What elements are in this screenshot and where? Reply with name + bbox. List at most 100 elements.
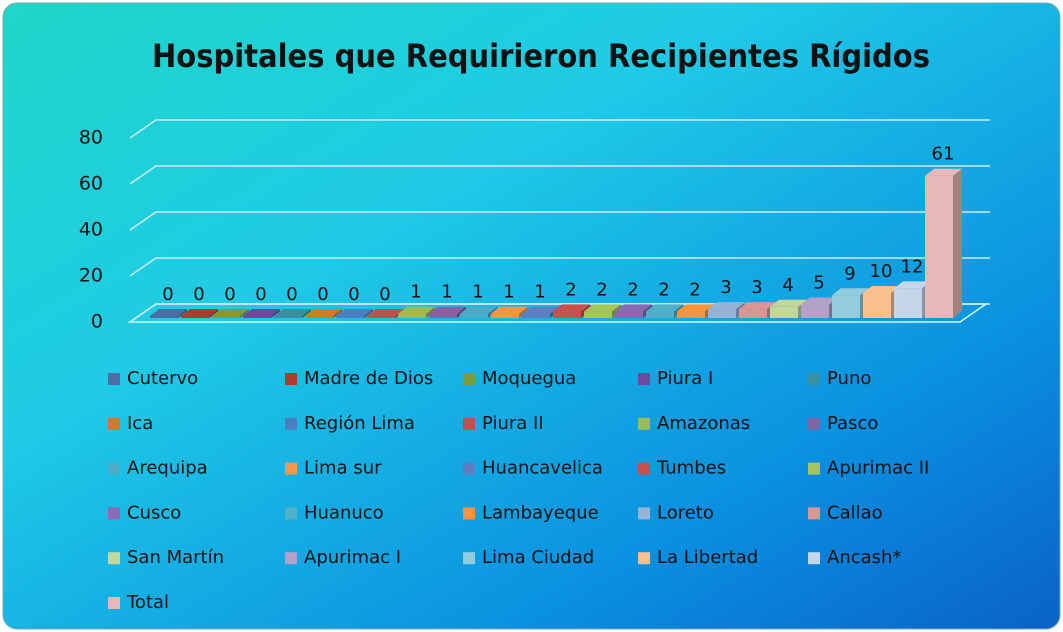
bar-side bbox=[209, 309, 218, 318]
bar-top bbox=[460, 306, 497, 314]
legend-label: Piura II bbox=[482, 413, 544, 434]
legend-label: Apurimac II bbox=[827, 458, 929, 479]
legend-swatch bbox=[108, 462, 120, 475]
bar bbox=[770, 306, 798, 318]
bar bbox=[460, 313, 488, 318]
legend-label: Lima sur bbox=[304, 458, 382, 479]
bar-top bbox=[584, 304, 621, 312]
bar-top bbox=[491, 306, 528, 314]
bar-top bbox=[398, 306, 435, 314]
legend-swatch bbox=[285, 462, 297, 475]
bar-top bbox=[770, 299, 807, 307]
bar bbox=[739, 309, 767, 318]
legend-label: La Libertad bbox=[657, 547, 758, 568]
bar bbox=[336, 316, 364, 318]
bar-side bbox=[457, 306, 466, 318]
legend-label: Arequipa bbox=[127, 458, 208, 479]
bar bbox=[367, 316, 395, 318]
data-label: 2 bbox=[658, 279, 669, 300]
bar bbox=[243, 316, 271, 318]
bar bbox=[429, 313, 457, 318]
bar bbox=[181, 316, 209, 318]
legend-label: Pasco bbox=[827, 413, 878, 434]
bar bbox=[646, 311, 674, 318]
legend-swatch bbox=[808, 507, 820, 520]
data-label: 2 bbox=[627, 279, 638, 300]
bar-side bbox=[333, 309, 342, 318]
bar-top bbox=[925, 168, 962, 176]
legend-swatch bbox=[638, 507, 650, 520]
bar bbox=[708, 309, 736, 318]
bar-top bbox=[243, 309, 280, 316]
bar-top bbox=[739, 302, 776, 310]
bar-side bbox=[488, 306, 497, 318]
data-label: 0 bbox=[255, 284, 266, 305]
legend-swatch bbox=[638, 373, 650, 385]
grid-line bbox=[129, 119, 990, 139]
y-tick-label: 80 bbox=[79, 127, 103, 149]
data-label: 1 bbox=[410, 282, 421, 303]
bar-top bbox=[615, 304, 652, 312]
y-tick-label: 60 bbox=[79, 173, 103, 195]
bar-side bbox=[519, 306, 528, 318]
bar bbox=[832, 295, 860, 318]
bar-top bbox=[429, 306, 466, 314]
legend-swatch bbox=[638, 462, 650, 475]
bar bbox=[553, 311, 581, 318]
legend-swatch bbox=[463, 373, 475, 385]
legend-swatch bbox=[808, 417, 820, 430]
data-label: 1 bbox=[472, 282, 483, 303]
legend-label: Loreto bbox=[657, 502, 714, 523]
data-label: 3 bbox=[720, 277, 731, 298]
legend-swatch bbox=[808, 552, 820, 565]
bar-side bbox=[426, 306, 435, 318]
bar-top bbox=[150, 309, 187, 316]
data-label: 2 bbox=[689, 279, 700, 300]
legend-label: Región Lima bbox=[304, 413, 415, 434]
bar bbox=[863, 293, 891, 318]
legend-label: Moquegua bbox=[482, 368, 576, 389]
legend-label: Cutervo bbox=[127, 368, 198, 389]
legend-label: San Martín bbox=[127, 547, 224, 568]
legend-swatch bbox=[463, 552, 475, 565]
legend-label: Cusco bbox=[127, 502, 181, 523]
legend-swatch bbox=[108, 552, 120, 565]
legend-swatch bbox=[463, 462, 475, 475]
grid-line bbox=[129, 165, 990, 185]
data-label: 0 bbox=[162, 284, 173, 305]
bar bbox=[584, 311, 612, 318]
data-label: 10 bbox=[870, 261, 893, 282]
bar bbox=[274, 316, 302, 318]
bar-top bbox=[863, 286, 900, 293]
bar-top bbox=[894, 281, 931, 289]
bar-side bbox=[240, 309, 249, 318]
data-label: 4 bbox=[782, 275, 793, 296]
bar-side bbox=[178, 309, 187, 318]
legend-label: Ica bbox=[127, 413, 153, 434]
legend-swatch bbox=[108, 597, 120, 609]
legend-label: Huanuco bbox=[304, 502, 384, 523]
data-label: 0 bbox=[286, 284, 297, 305]
bar-top bbox=[274, 309, 311, 316]
data-label: 12 bbox=[901, 256, 924, 277]
legend-label: Lima Ciudad bbox=[482, 547, 594, 568]
legend-swatch bbox=[285, 417, 297, 430]
bar bbox=[615, 311, 643, 318]
bar-top bbox=[708, 302, 745, 310]
legend-swatch bbox=[108, 373, 120, 385]
data-label: 5 bbox=[813, 273, 824, 294]
bar-top bbox=[181, 309, 218, 316]
legend-swatch bbox=[808, 462, 820, 475]
legend-label: Tumbes bbox=[656, 458, 726, 479]
legend-swatch bbox=[285, 552, 297, 565]
data-label: 1 bbox=[534, 282, 545, 303]
legend-label: Madre de Dios bbox=[304, 368, 433, 389]
bar bbox=[894, 288, 922, 318]
bar bbox=[305, 316, 333, 318]
legend-label: Apurimac I bbox=[304, 547, 401, 568]
legend-label: Ancash* bbox=[827, 547, 901, 568]
bar-side bbox=[302, 309, 311, 318]
bar-top bbox=[212, 309, 249, 316]
y-tick-label: 40 bbox=[79, 219, 103, 241]
data-label: 0 bbox=[317, 284, 328, 305]
